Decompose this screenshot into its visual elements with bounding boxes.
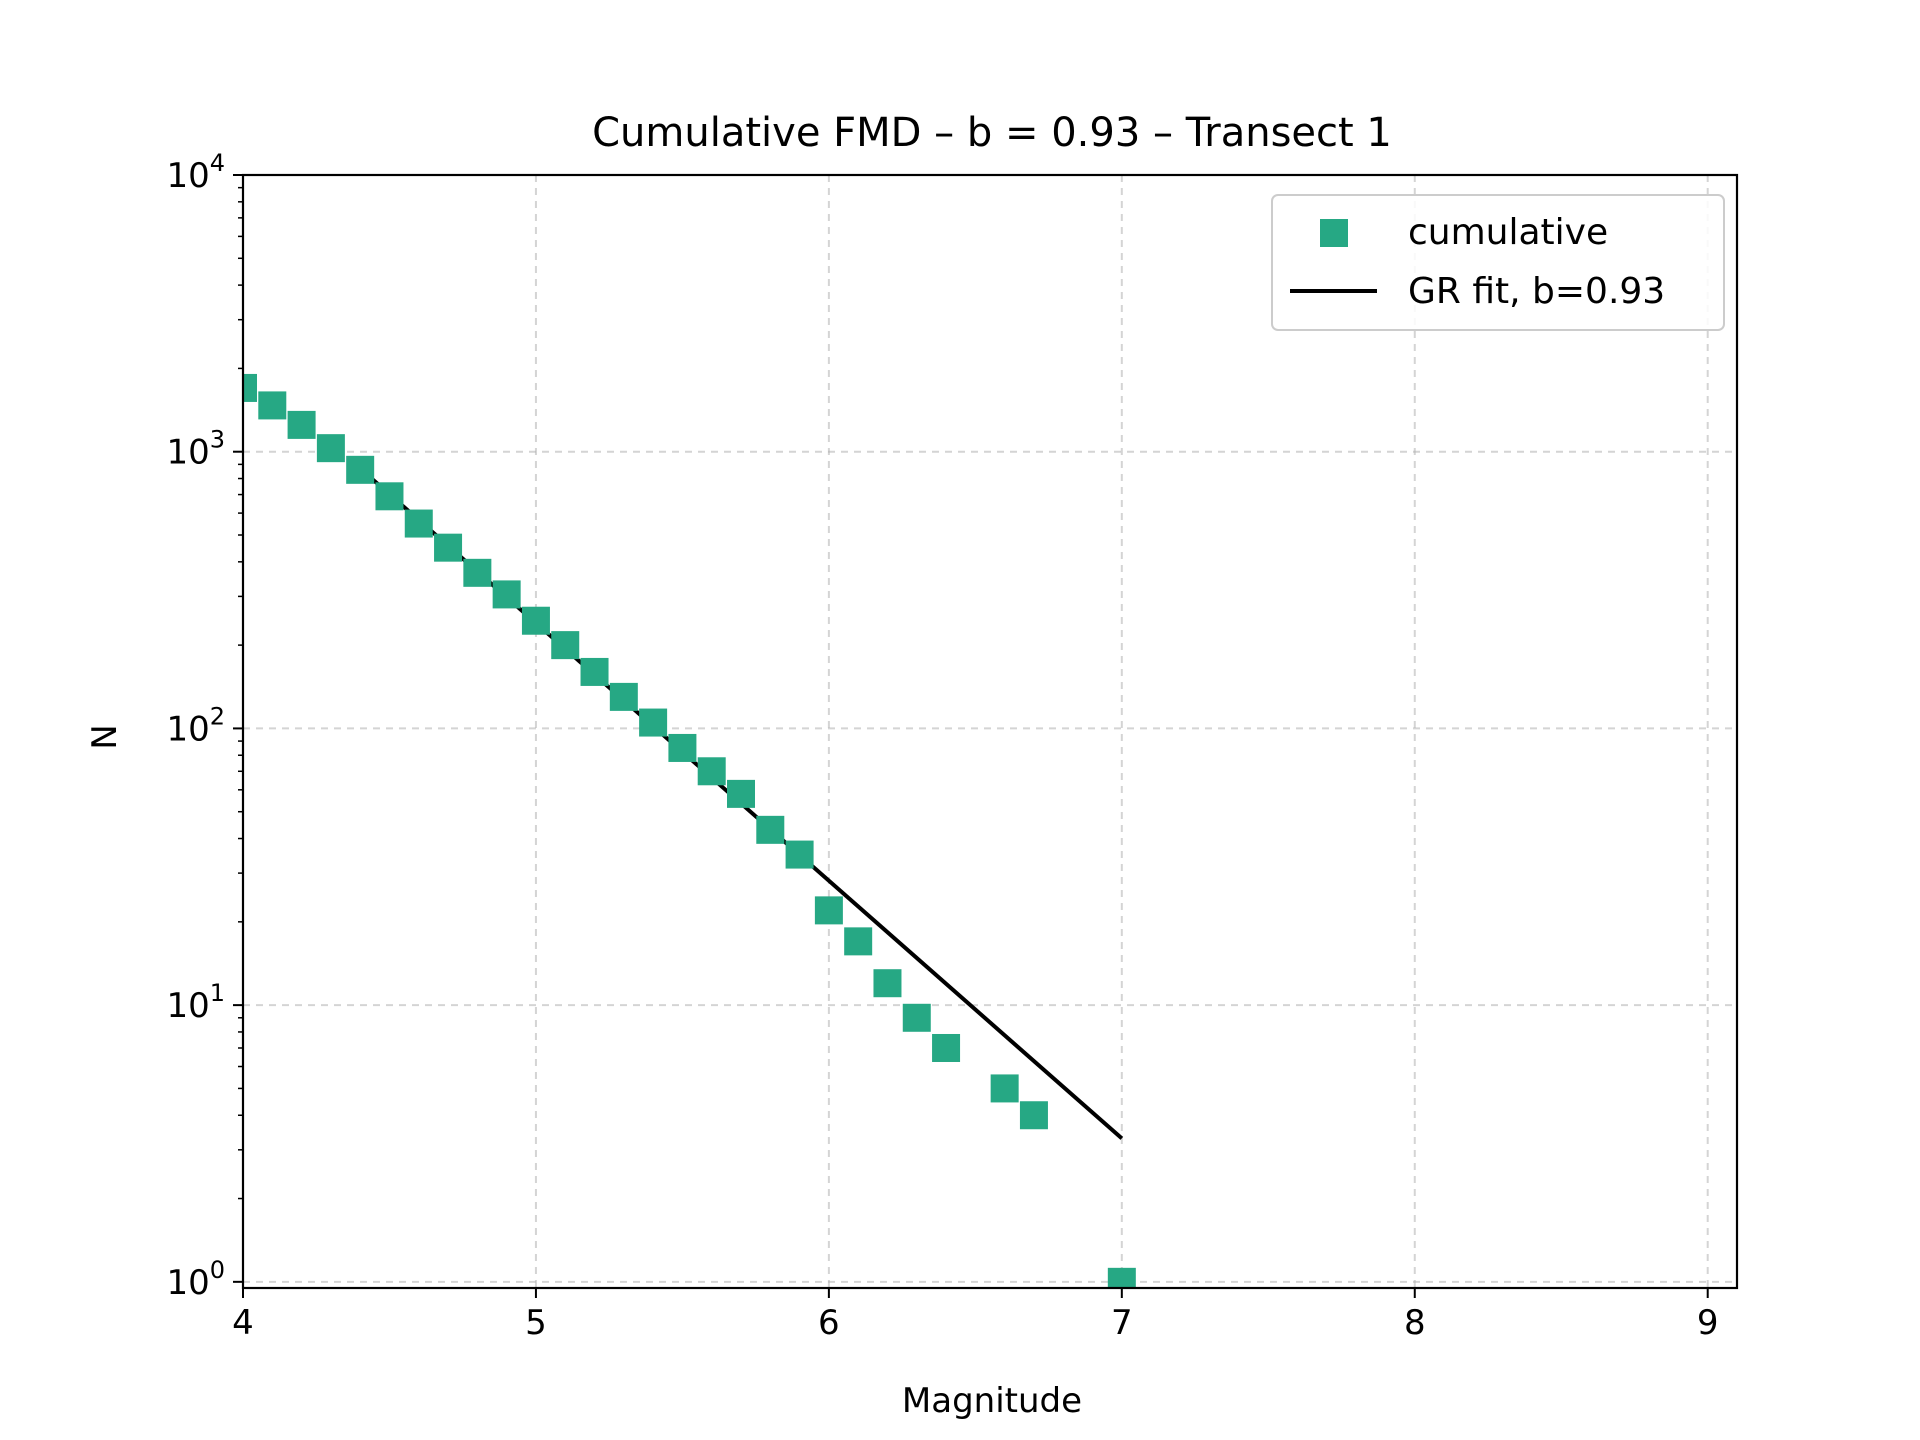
chart-title: Cumulative FMD – b = 0.93 – Transect 1 [592, 110, 1392, 156]
y-tick-exponent: 1 [210, 979, 225, 1007]
cumulative-point [243, 373, 257, 402]
cumulative-point [258, 391, 287, 420]
y-tick-label: 104 [166, 149, 225, 196]
x-axis-label: Magnitude [902, 1381, 1082, 1421]
cumulative-point [609, 682, 638, 711]
cumulative-point [902, 1003, 931, 1032]
cumulative-point [756, 815, 785, 844]
plot-frame [241, 173, 1739, 1290]
cumulative-point [727, 779, 755, 808]
y-tick-base: 10 [166, 986, 209, 1026]
cumulative-point [346, 455, 375, 484]
y-tick-base: 10 [166, 433, 209, 473]
x-tick-label: 6 [818, 1303, 840, 1343]
x-tick-label: 8 [1404, 1303, 1426, 1343]
y-tick-exponent: 2 [210, 702, 225, 730]
cumulative-point [521, 606, 550, 635]
cumulative-point [873, 969, 902, 998]
cumulative-point [1107, 1267, 1136, 1288]
cumulative-point [580, 657, 609, 686]
y-tick-label: 100 [166, 1256, 225, 1303]
x-tick-label: 7 [1111, 1303, 1133, 1343]
y-tick-exponent: 4 [210, 149, 225, 177]
legend-label-cumulative: cumulative [1408, 212, 1608, 253]
y-tick-label: 103 [166, 426, 225, 473]
legend: cumulative GR fit, b=0.93 [1271, 194, 1725, 331]
cumulative-point [785, 840, 814, 869]
cumulative-point [697, 757, 726, 786]
x-tick-label: 4 [232, 1303, 254, 1343]
legend-box [1271, 194, 1725, 331]
data-layer [243, 373, 1136, 1288]
cumulative-point [814, 896, 843, 925]
cumulative-point [551, 631, 580, 660]
y-tick-base: 10 [166, 156, 209, 196]
y-tick-base: 10 [166, 709, 209, 749]
legend-marker-cumulative [1320, 219, 1348, 247]
y-tick-exponent: 3 [210, 426, 225, 454]
cumulative-point [404, 509, 433, 538]
legend-label-gr-fit: GR fit, b=0.93 [1408, 271, 1665, 312]
cumulative-point [492, 580, 521, 609]
cumulative-point [375, 482, 404, 511]
x-tick-label: 5 [525, 1303, 547, 1343]
x-tick-label: 9 [1697, 1303, 1719, 1343]
cumulative-point [932, 1033, 961, 1062]
y-tick-base: 10 [166, 1263, 209, 1303]
cumulative-point [463, 558, 492, 587]
cumulative-point [1019, 1101, 1048, 1130]
cumulative-point [434, 533, 463, 562]
cumulative-point [287, 410, 316, 439]
y-tick-exponent: 0 [210, 1256, 225, 1284]
cumulative-point [668, 733, 697, 762]
y-tick-label: 101 [166, 979, 225, 1026]
cumulative-point [990, 1074, 1019, 1103]
cumulative-point [316, 434, 345, 463]
cumulative-point [844, 927, 873, 956]
y-tick-label: 102 [166, 702, 225, 749]
y-axis-label: N [85, 724, 125, 749]
cumulative-point [639, 708, 668, 737]
